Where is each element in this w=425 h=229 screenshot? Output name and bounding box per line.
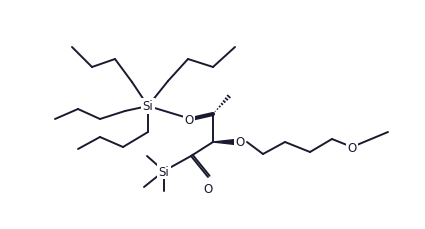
Text: O: O [235,136,245,149]
Text: Si: Si [143,100,153,113]
Text: O: O [204,182,212,195]
Polygon shape [213,139,240,145]
Text: O: O [184,113,194,126]
Text: Si: Si [159,165,170,178]
Text: O: O [347,141,357,154]
